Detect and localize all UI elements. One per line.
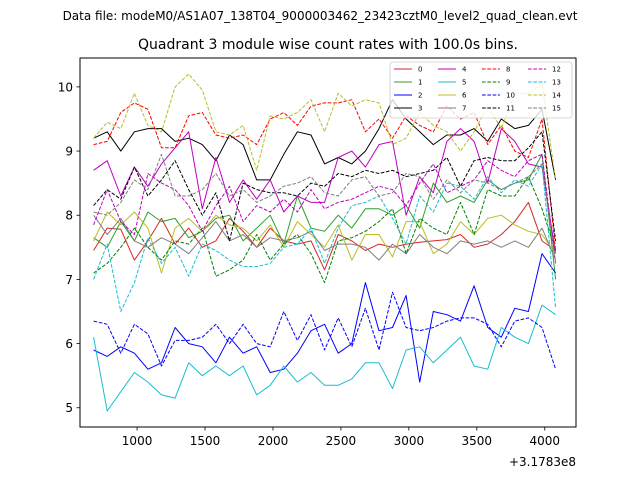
x-tick-label: 1000 [122, 434, 153, 448]
series-line-14 [93, 73, 557, 180]
series-line-0 [93, 201, 556, 271]
plot-series-group [93, 73, 557, 412]
y-tick-label: 10 [58, 80, 73, 94]
legend-frame [389, 61, 573, 119]
x-axis-offset-label: +3.1783e8 [509, 455, 576, 469]
series-line-10 [93, 291, 557, 370]
legend-label-4: 4 [462, 66, 467, 74]
legend-label-10: 10 [506, 92, 515, 100]
legend-label-9: 9 [506, 79, 510, 87]
chart-title: Quadrant 3 module wise count rates with … [138, 37, 518, 53]
series-line-1 [93, 153, 557, 280]
legend-label-6: 6 [462, 92, 467, 100]
legend-label-7: 7 [462, 105, 466, 113]
y-tick-label: 5 [65, 401, 73, 415]
x-tick-label: 1500 [190, 434, 221, 448]
series-line-12 [93, 153, 557, 264]
axes-frame [79, 57, 577, 428]
series-line-5 [93, 304, 556, 412]
series-line-11 [93, 131, 557, 242]
legend-label-3: 3 [418, 105, 422, 113]
x-axis: 1000 1500 2000 2500 3000 3500 4000 [122, 427, 560, 448]
legend-label-2: 2 [418, 92, 422, 100]
series-line-9 [93, 176, 557, 284]
x-tick-label: 2000 [258, 434, 289, 448]
y-tick-label: 8 [65, 209, 73, 223]
series-line-4 [93, 128, 557, 254]
series-line-3 [93, 99, 557, 181]
x-tick-label: 3500 [462, 434, 493, 448]
x-tick-label: 2500 [326, 434, 357, 448]
x-tick-label: 3000 [394, 434, 425, 448]
legend-label-15: 15 [552, 105, 561, 113]
y-axis: 5 6 7 8 9 10 [58, 80, 80, 415]
series-line-15 [93, 153, 557, 264]
legend-label-13: 13 [552, 79, 561, 87]
legend-label-11: 11 [506, 105, 515, 113]
y-tick-label: 9 [65, 145, 73, 159]
legend-label-12: 12 [552, 66, 561, 74]
legend-label-1: 1 [418, 79, 422, 87]
series-line-13 [93, 163, 557, 312]
x-tick-label: 4000 [529, 434, 560, 448]
legend-label-0: 0 [418, 66, 422, 74]
legend-label-14: 14 [552, 92, 561, 100]
y-tick-label: 6 [65, 337, 73, 351]
y-tick-label: 7 [65, 273, 73, 287]
figure-suptitle: Data file: modeM0/AS1A07_138T04_90000034… [63, 9, 578, 23]
legend-label-8: 8 [506, 66, 510, 74]
series-line-7 [93, 214, 557, 261]
series-line-6 [93, 211, 557, 274]
legend-label-5: 5 [462, 79, 466, 87]
series-line-2 [93, 253, 557, 383]
